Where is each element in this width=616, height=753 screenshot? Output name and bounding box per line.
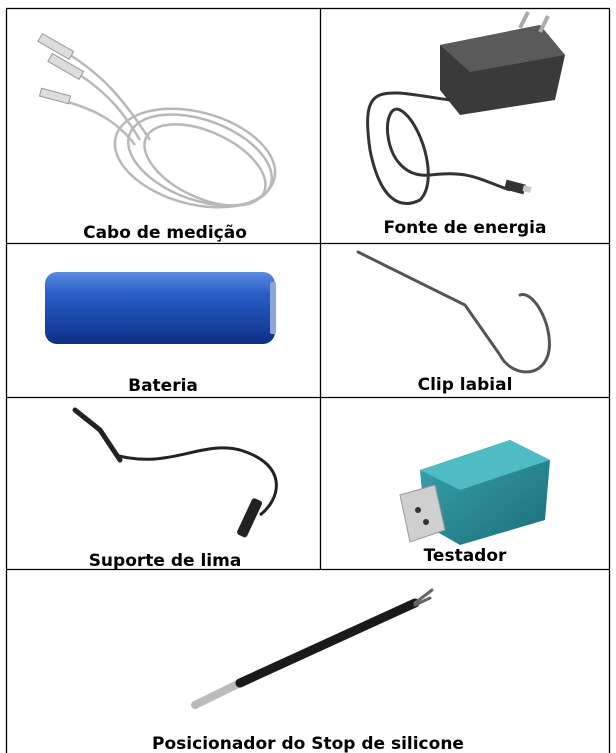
item-label: Posicionador do Stop de silicone [152,734,464,753]
power-supply-image [366,11,565,205]
item-label: Cabo de medição [83,223,247,243]
lip-clip-image [356,250,551,374]
tester-image [399,440,550,545]
file-holder-image [72,407,278,538]
item-label: Bateria [128,376,198,396]
item-label: Suporte de lima [89,551,242,571]
item-label: Testador [424,546,507,566]
silicone-stop-positioner-image [191,588,434,709]
item-label: Clip labial [418,375,513,395]
table-grid [5,7,611,753]
battery-image [45,272,276,344]
item-label: Fonte de energia [384,218,547,238]
measuring-cable-image [37,32,277,209]
